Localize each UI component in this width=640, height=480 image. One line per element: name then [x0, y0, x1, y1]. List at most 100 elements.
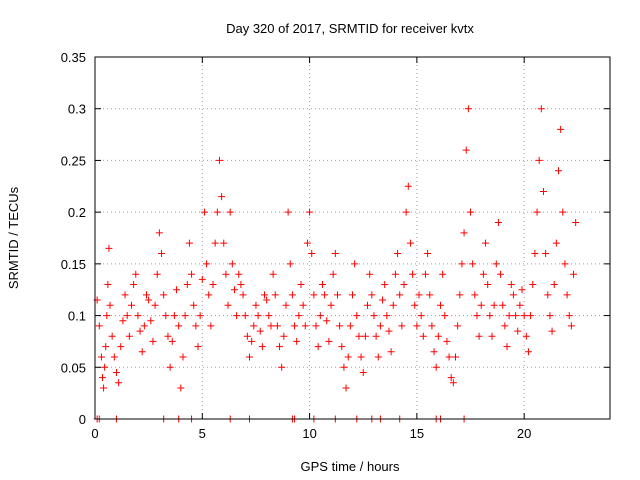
data-point	[103, 312, 111, 320]
data-point	[263, 296, 271, 304]
x-tick-label: 0	[91, 426, 98, 441]
data-point	[325, 337, 333, 345]
x-axis-label: GPS time / hours	[301, 459, 400, 474]
data-point	[499, 301, 507, 309]
data-point	[323, 317, 331, 325]
data-point	[537, 105, 545, 113]
data-point	[475, 332, 483, 340]
data-point	[321, 291, 329, 299]
y-tick-label: 0.1	[68, 309, 86, 324]
data-point	[145, 296, 153, 304]
data-point	[524, 348, 532, 356]
data-point	[488, 332, 496, 340]
data-point	[424, 250, 432, 258]
data-point	[254, 312, 262, 320]
data-point	[514, 327, 522, 335]
data-point	[183, 281, 191, 289]
data-point	[278, 363, 286, 371]
data-point	[233, 312, 241, 320]
data-point	[203, 260, 211, 268]
data-point	[563, 291, 571, 299]
data-point	[456, 291, 464, 299]
data-point	[567, 322, 575, 330]
data-point	[467, 208, 475, 216]
data-point	[505, 312, 513, 320]
data-point	[314, 343, 322, 351]
data-point	[364, 301, 372, 309]
data-point	[522, 332, 530, 340]
data-point	[121, 291, 129, 299]
data-point	[162, 312, 170, 320]
data-point	[213, 208, 221, 216]
data-point	[226, 208, 234, 216]
tick-labels: 0 5 10 15 20 0 0.05 0.1 0.15 0.2 0.25 0.3 0.35	[61, 50, 532, 441]
chart-title: Day 320 of 2017, SRMTID for receiver kvt…	[226, 21, 474, 36]
data-point	[357, 353, 365, 361]
data-point	[479, 270, 487, 278]
data-point	[299, 301, 307, 309]
y-tick-label: 0.2	[68, 205, 86, 220]
data-point	[473, 312, 481, 320]
data-point	[518, 286, 526, 294]
data-point	[198, 275, 206, 283]
data-point	[351, 260, 359, 268]
data-point	[439, 270, 447, 278]
data-point	[353, 312, 361, 320]
data-point	[306, 208, 314, 216]
data-point	[565, 312, 573, 320]
data-point	[396, 291, 404, 299]
data-point	[464, 105, 472, 113]
data-point	[110, 353, 118, 361]
data-point	[168, 337, 176, 345]
data-point	[411, 301, 419, 309]
data-point	[406, 239, 414, 247]
data-point	[177, 384, 185, 392]
data-point	[426, 291, 434, 299]
data-point	[235, 270, 243, 278]
data-point	[101, 363, 109, 371]
data-point	[462, 146, 470, 154]
data-point	[409, 270, 417, 278]
data-point	[359, 368, 367, 376]
data-point	[308, 250, 316, 258]
data-point	[301, 322, 309, 330]
data-point	[387, 348, 395, 356]
data-point	[269, 270, 277, 278]
data-point	[471, 291, 479, 299]
data-point	[370, 312, 378, 320]
data-point	[147, 317, 155, 325]
data-point	[130, 281, 138, 289]
data-point	[179, 353, 187, 361]
data-point	[243, 332, 251, 340]
x-tick-label: 5	[199, 426, 206, 441]
data-point	[132, 270, 140, 278]
data-point	[535, 156, 543, 164]
data-point	[280, 332, 288, 340]
data-point	[555, 167, 562, 175]
y-tick-label: 0	[79, 412, 86, 427]
data-point	[261, 291, 269, 299]
data-point	[432, 363, 440, 371]
data-point	[140, 322, 148, 330]
x-tick-label: 15	[410, 426, 424, 441]
y-tick-label: 0.05	[61, 360, 86, 375]
data-point	[119, 317, 127, 325]
data-point	[327, 301, 335, 309]
data-point	[443, 337, 451, 345]
data-point	[288, 291, 296, 299]
data-point	[559, 208, 567, 216]
data-point	[346, 322, 354, 330]
data-point	[415, 291, 423, 299]
data-point	[215, 156, 223, 164]
data-point	[436, 301, 444, 309]
y-tick-label: 0.15	[61, 257, 86, 272]
data-point	[484, 281, 492, 289]
data-point	[492, 260, 500, 268]
data-point	[127, 301, 135, 309]
data-point	[413, 322, 421, 330]
data-point	[276, 343, 284, 351]
data-point	[349, 291, 356, 299]
data-point	[501, 322, 509, 330]
data-point	[252, 301, 260, 309]
